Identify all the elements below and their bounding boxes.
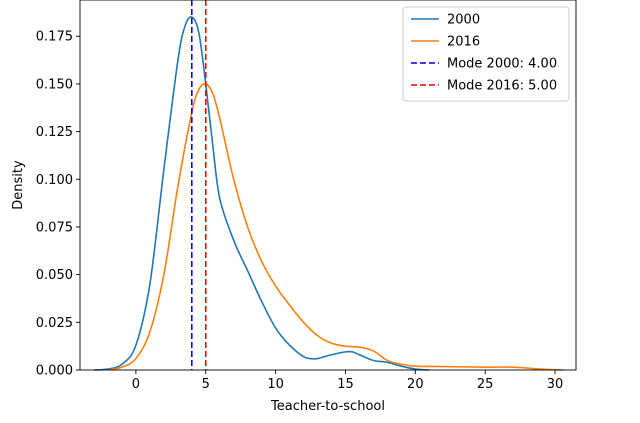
y-tick-label: 0.075 xyxy=(36,220,73,235)
x-tick-label: 10 xyxy=(267,377,284,392)
y-tick-label: 0.150 xyxy=(36,77,73,92)
y-tick-label: 0.050 xyxy=(36,268,73,283)
series-line-2000 xyxy=(93,16,430,371)
x-tick-label: 5 xyxy=(202,377,210,392)
x-axis-title: Teacher-to-school xyxy=(270,399,385,414)
y-tick-label: 0.125 xyxy=(36,125,73,140)
x-tick-label: 20 xyxy=(407,377,424,392)
x-tick-label: 15 xyxy=(337,377,354,392)
y-tick-label: 0.025 xyxy=(36,316,73,331)
x-tick-label: 0 xyxy=(132,377,140,392)
axes: 0 5 10 15 20 25 30 0.000 0.025 0.050 0.075 0.100 0.1… xyxy=(11,0,577,414)
y-axis-title: Density xyxy=(11,160,26,210)
axes-frame xyxy=(79,0,577,371)
x-tick-label: 25 xyxy=(477,377,494,392)
legend-label: Mode 2000: 4.00 xyxy=(447,57,557,72)
legend-box xyxy=(402,6,570,102)
x-tick-label: 30 xyxy=(547,377,564,392)
series-line-2016 xyxy=(107,82,563,371)
legend-label: 2000 xyxy=(447,13,480,28)
plot-area xyxy=(93,0,563,371)
legend-label: 2016 xyxy=(447,35,480,50)
y-tick-label: 0.175 xyxy=(36,30,73,45)
legend-label: Mode 2016: 5.00 xyxy=(447,79,557,94)
y-tick-label: 0.100 xyxy=(36,173,73,188)
legend: 2000 2016 Mode 2000: 4.00 Mode 2016: 5.00 xyxy=(402,6,570,102)
y-tick-label: 0.000 xyxy=(36,364,73,379)
